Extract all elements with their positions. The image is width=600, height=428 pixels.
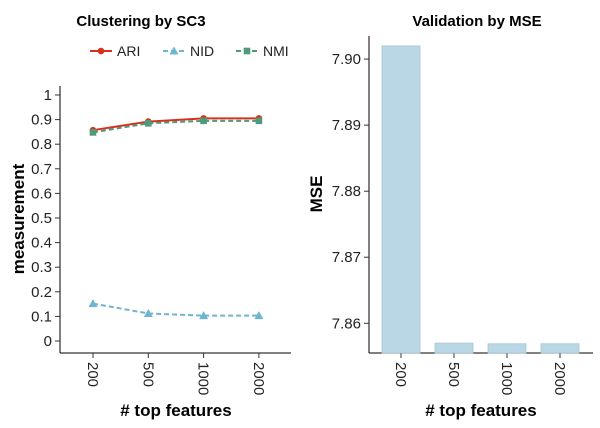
x-tick-label: 1000 bbox=[498, 362, 515, 395]
y-tick-label: 0.5 bbox=[31, 210, 52, 227]
x-tick-label: 200 bbox=[84, 362, 101, 387]
y-tick-label: 7.90 bbox=[332, 51, 361, 68]
y-tick-label: 0.1 bbox=[31, 308, 52, 325]
left-x-axis-title: # top features bbox=[120, 401, 231, 420]
legend-marker-nmi bbox=[243, 47, 251, 55]
bar-1000 bbox=[487, 343, 527, 354]
series-line-nmi bbox=[92, 119, 259, 134]
series-line-ari bbox=[92, 117, 259, 132]
left-y-ticks: 0 0.1 0.2 0.3 0.4 0.5 0.6 0.7 0.8 0.9 1 bbox=[31, 87, 60, 350]
y-tick-label: 7.89 bbox=[332, 117, 361, 134]
legend-marker-ari bbox=[97, 47, 105, 55]
bar-500 bbox=[434, 342, 474, 354]
y-tick-label: 7.87 bbox=[332, 249, 361, 266]
right-chart-title: Validation by MSE bbox=[412, 13, 541, 30]
y-tick-label: 0.8 bbox=[31, 136, 52, 153]
right-x-axis-title: # top features bbox=[425, 401, 536, 420]
left-y-axis-title: measurement bbox=[9, 163, 28, 274]
x-tick-label: 500 bbox=[139, 362, 156, 387]
data-point-nmi bbox=[89, 129, 97, 136]
x-tick-label: 200 bbox=[392, 362, 409, 387]
y-tick-label: 7.88 bbox=[332, 183, 361, 200]
y-tick-label: 7.86 bbox=[332, 315, 361, 332]
data-point-nid bbox=[254, 311, 264, 320]
right-y-ticks: 7.86 7.87 7.88 7.89 7.90 bbox=[332, 51, 369, 332]
legend: ARI NID NMI bbox=[90, 43, 289, 59]
y-tick-label: 0.3 bbox=[31, 259, 52, 276]
legend-marker-nid bbox=[169, 46, 179, 55]
y-tick-label: 0.4 bbox=[31, 235, 52, 252]
x-tick-label: 500 bbox=[445, 362, 462, 387]
left-plot-area bbox=[88, 115, 264, 320]
x-tick-label: 2000 bbox=[250, 362, 267, 395]
legend-label-nmi: NMI bbox=[263, 43, 289, 59]
right-plot-area bbox=[381, 45, 580, 354]
bar-200 bbox=[381, 45, 421, 354]
y-tick-label: 0.6 bbox=[31, 185, 52, 202]
data-point-nid bbox=[88, 299, 98, 308]
y-tick-label: 0 bbox=[44, 333, 52, 350]
y-tick-label: 0.7 bbox=[31, 161, 52, 178]
bar-2000 bbox=[540, 343, 580, 354]
series-line-nid bbox=[92, 302, 259, 317]
x-tick-label: 1000 bbox=[195, 362, 212, 395]
data-point-nid bbox=[143, 308, 153, 317]
data-point-nmi bbox=[200, 117, 207, 125]
data-point-nmi bbox=[255, 117, 263, 125]
y-tick-label: 0.9 bbox=[31, 112, 52, 129]
x-tick-label: 2000 bbox=[551, 362, 568, 395]
y-tick-label: 0.2 bbox=[31, 284, 52, 301]
left-x-ticks: 200 500 1000 2000 bbox=[84, 353, 267, 395]
right-x-ticks: 200 500 1000 2000 bbox=[392, 353, 568, 395]
data-point-nmi bbox=[145, 119, 152, 127]
legend-label-ari: ARI bbox=[117, 43, 140, 59]
data-point-nid bbox=[199, 311, 209, 320]
right-y-axis-title: MSE bbox=[307, 176, 326, 213]
left-chart-title: Clustering by SC3 bbox=[76, 13, 205, 30]
y-tick-label: 1 bbox=[44, 87, 52, 104]
legend-label-nid: NID bbox=[190, 43, 214, 59]
